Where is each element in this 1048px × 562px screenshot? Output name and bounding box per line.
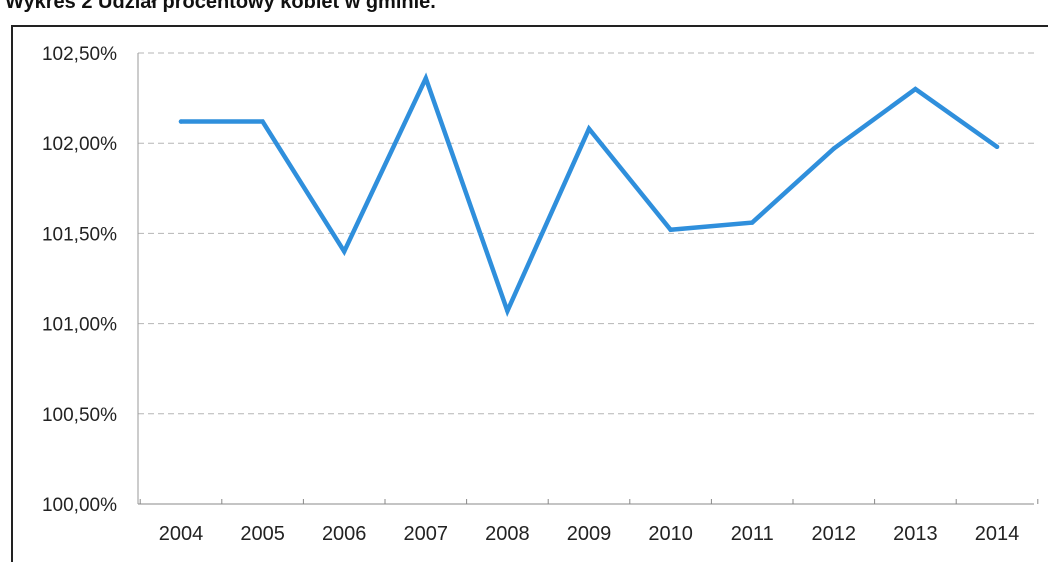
x-tick-label: 2005: [240, 523, 285, 545]
y-tick-label: 102,50%: [42, 44, 117, 65]
x-axis-ticks: 2004 2005 2006 2007 2008 2009 2010 2011 2012 2013…: [139, 499, 1039, 545]
x-tick-label: 2012: [812, 523, 857, 545]
series-point-2010: [668, 227, 673, 232]
series-point-2009: [586, 126, 592, 131]
x-tick-label: 2010: [648, 523, 693, 545]
y-tick-label: 100,50%: [42, 405, 117, 426]
series-point-2006: [342, 249, 347, 254]
x-tick-label: 2007: [404, 523, 449, 545]
chart-title: Wykres 2 Udział procentowy kobiet w gmin…: [5, 0, 436, 13]
grid-lines: [138, 52, 1034, 505]
x-tick-label: 2004: [159, 523, 204, 545]
chart-border: [11, 25, 1048, 562]
x-tick-label: 2011: [731, 523, 774, 545]
y-tick-label: 101,50%: [42, 224, 117, 245]
x-tick-label: 2014: [975, 523, 1020, 545]
series-point-2013: [913, 86, 918, 92]
y-tick-label: 101,00%: [42, 315, 117, 336]
series-line: [178, 72, 1000, 318]
x-tick-label: 2006: [322, 523, 367, 545]
series-point-2005: [260, 119, 265, 124]
series-line-path: [178, 72, 1000, 318]
series-point-2008: [505, 308, 510, 314]
x-tick-label: 2013: [893, 523, 938, 545]
series-point-2014: [994, 144, 1000, 150]
series-point-2004: [178, 119, 184, 124]
series-point-2007: [423, 76, 428, 81]
y-axis-ticks: 100,00% 100,50% 101,00% 101,50% 102,00% 102,5…: [42, 44, 117, 516]
x-tick-label: 2009: [567, 523, 612, 545]
y-tick-label: 102,00%: [42, 134, 117, 155]
series-point-2011: [750, 220, 755, 225]
y-tick-label: 100,00%: [42, 495, 117, 516]
x-tick-label: 2008: [485, 523, 530, 545]
series-point-2012: [831, 146, 836, 151]
